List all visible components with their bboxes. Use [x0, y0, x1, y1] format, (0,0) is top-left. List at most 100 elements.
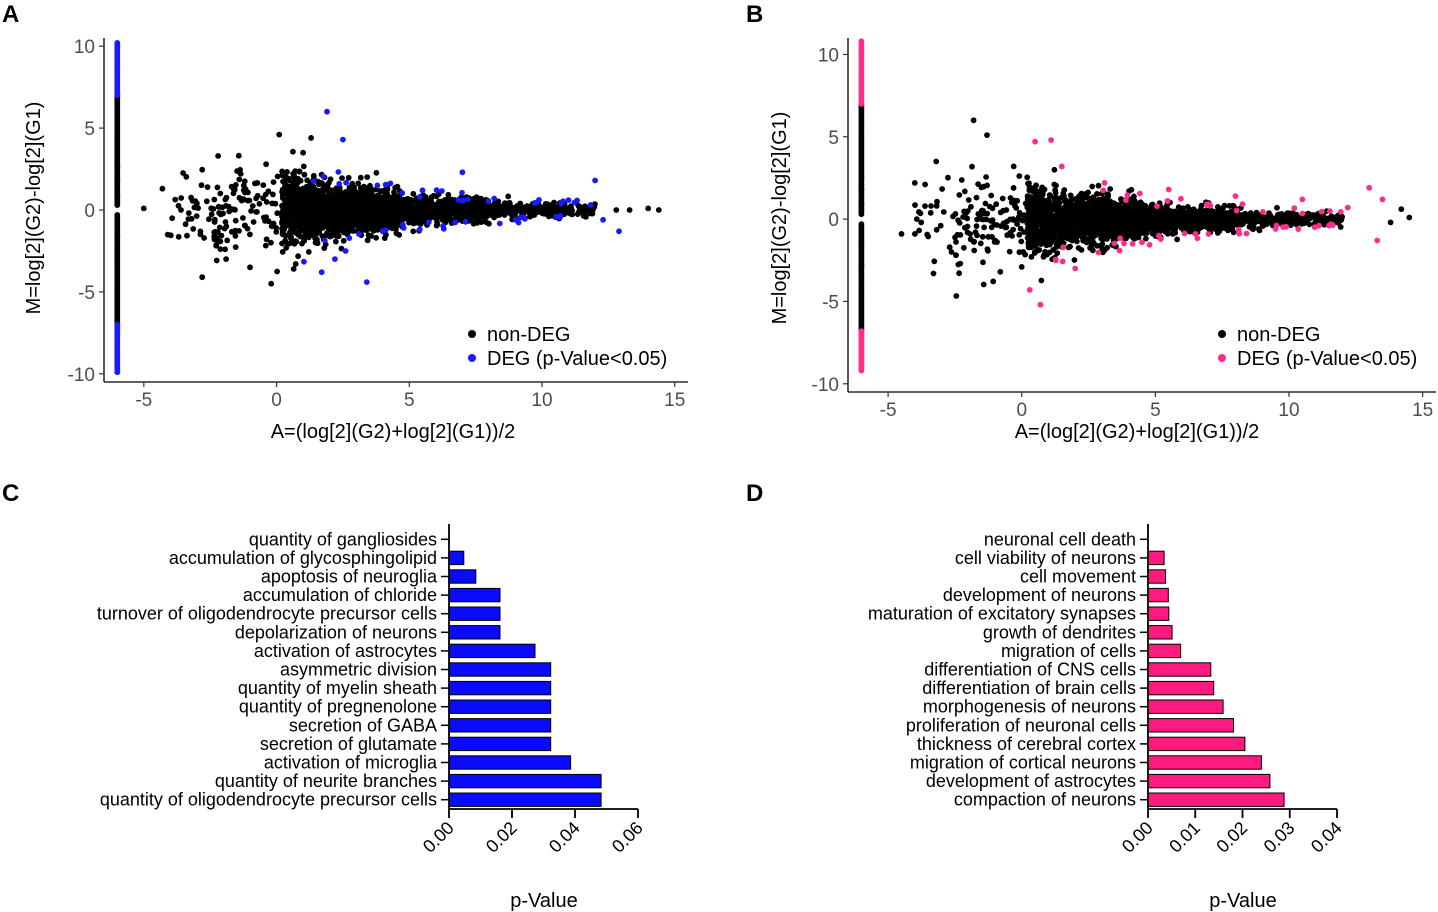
panel-letter: B [746, 1, 763, 28]
point-nondeg [468, 201, 475, 208]
point-nondeg [293, 212, 300, 219]
point-nondeg [305, 249, 312, 255]
point-deg [560, 198, 566, 205]
point-nondeg [351, 193, 358, 200]
point-nondeg [580, 212, 587, 219]
point-nondeg [1044, 251, 1050, 258]
point-nondeg [263, 199, 270, 205]
point-nondeg [262, 191, 269, 198]
point-nondeg [519, 208, 526, 215]
x-tick-label: -5 [135, 390, 152, 411]
point-nondeg [140, 205, 147, 212]
point-deg [356, 231, 362, 237]
point-nondeg [114, 253, 121, 259]
point-nondeg [282, 208, 288, 214]
point-nondeg [1016, 231, 1023, 238]
point-nondeg [1011, 197, 1018, 204]
point-nondeg [300, 163, 307, 170]
point-nondeg [365, 217, 372, 224]
legend-marker-deg [468, 354, 476, 362]
point-nondeg [303, 184, 310, 190]
point-nondeg [328, 220, 335, 227]
point-nondeg [355, 180, 362, 187]
point-nondeg [446, 206, 453, 213]
point-nondeg [293, 238, 300, 245]
legend-marker-nondeg [468, 330, 476, 338]
point-nondeg [236, 176, 243, 183]
point-nondeg [265, 218, 272, 225]
point-nondeg [241, 196, 247, 203]
point-nondeg [232, 244, 239, 251]
point-deg [557, 212, 564, 219]
x-tick-label: 0 [271, 390, 282, 411]
point-nondeg [425, 208, 431, 215]
point-nondeg [655, 207, 662, 213]
y-tick-label: 10 [74, 37, 95, 58]
point-nondeg [493, 204, 500, 211]
point-nondeg [280, 192, 286, 199]
point-deg [600, 216, 606, 223]
point-deg [440, 225, 447, 232]
x-tick-label: 15 [664, 390, 685, 411]
point-deg [425, 219, 432, 226]
point-deg [439, 188, 445, 194]
point-nondeg [232, 217, 239, 224]
point-nondeg [331, 199, 338, 206]
point-nondeg [1266, 210, 1272, 217]
point-nondeg [292, 175, 298, 181]
point-nondeg [114, 164, 121, 171]
point-nondeg [254, 192, 261, 199]
y-tick-label: 0 [84, 201, 95, 222]
point-nondeg [316, 190, 322, 197]
point-nondeg [169, 215, 176, 222]
point-nondeg [279, 168, 285, 175]
point-nondeg [263, 161, 269, 168]
point-nondeg [1046, 210, 1053, 217]
point-nondeg [199, 274, 206, 281]
point-nondeg [553, 204, 560, 210]
point-nondeg [382, 190, 389, 197]
point-nondeg [956, 270, 962, 277]
point-deg [324, 108, 330, 115]
y-tick-label: 5 [84, 119, 95, 140]
point-nondeg [218, 232, 225, 239]
point-nondeg [332, 238, 339, 245]
point-nondeg [195, 205, 202, 212]
point-nondeg [300, 149, 306, 156]
x-tick-label: 10 [531, 390, 552, 411]
point-nondeg [208, 211, 215, 218]
point-nondeg [505, 202, 512, 208]
point-nondeg [274, 268, 280, 275]
point-nondeg [308, 189, 314, 196]
point-nondeg [180, 170, 187, 176]
point-deg [496, 220, 503, 227]
point-nondeg [340, 203, 347, 210]
point-nondeg [325, 204, 331, 211]
point-nondeg [217, 190, 224, 197]
scatter-points [114, 40, 662, 376]
point-nondeg [334, 212, 341, 219]
point-nondeg [285, 199, 291, 206]
point-nondeg [539, 210, 546, 217]
point-nondeg [312, 235, 318, 242]
point-nondeg [230, 190, 237, 197]
point-nondeg [291, 224, 297, 231]
point-nondeg [291, 195, 297, 202]
point-nondeg [374, 215, 381, 222]
point-nondeg [324, 212, 330, 219]
point-nondeg [383, 220, 390, 227]
point-nondeg [290, 266, 297, 272]
point-nondeg [321, 183, 328, 190]
point-nondeg [969, 163, 975, 170]
point-nondeg [288, 190, 294, 196]
legend: non-DEG DEG (p-Value<0.05) [468, 324, 667, 370]
point-nondeg [193, 213, 200, 220]
point-nondeg [206, 216, 212, 223]
point-nondeg [228, 183, 235, 190]
point-nondeg [1256, 227, 1263, 234]
point-nondeg [114, 177, 121, 184]
point-deg [459, 189, 465, 196]
point-deg [310, 178, 317, 185]
